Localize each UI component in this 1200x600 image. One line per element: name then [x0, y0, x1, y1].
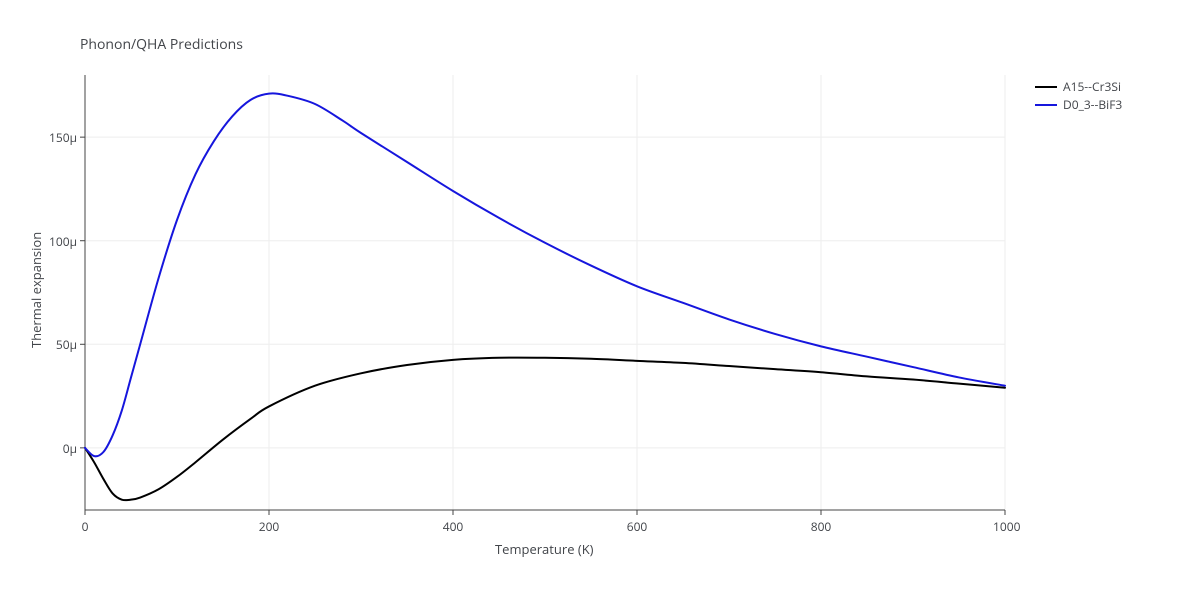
x-tick-label: 200 — [257, 518, 281, 535]
legend-item[interactable]: D0_3--BiF3 — [1035, 96, 1122, 113]
x-tick-label: 0 — [73, 518, 97, 535]
x-tick-label: 800 — [809, 518, 833, 535]
legend-label: A15--Cr3Si — [1063, 78, 1121, 95]
y-tick-label: 50μ — [56, 336, 77, 353]
x-tick-label: 1000 — [993, 518, 1017, 535]
legend-label: D0_3--BiF3 — [1063, 96, 1122, 113]
series-line — [85, 93, 1005, 456]
y-tick-label: 0μ — [63, 440, 77, 457]
legend-item[interactable]: A15--Cr3Si — [1035, 78, 1121, 95]
legend-swatch — [1035, 86, 1057, 88]
x-axis-label: Temperature (K) — [495, 540, 594, 558]
legend-swatch — [1035, 104, 1057, 106]
chart-canvas — [0, 0, 1200, 600]
x-tick-label: 600 — [625, 518, 649, 535]
y-tick-label: 150μ — [49, 129, 77, 146]
series-line — [85, 358, 1005, 501]
y-axis-label: Thermal expansion — [27, 231, 45, 347]
y-tick-label: 100μ — [49, 233, 77, 250]
chart-title: Phonon/QHA Predictions — [80, 35, 243, 54]
x-tick-label: 400 — [441, 518, 465, 535]
